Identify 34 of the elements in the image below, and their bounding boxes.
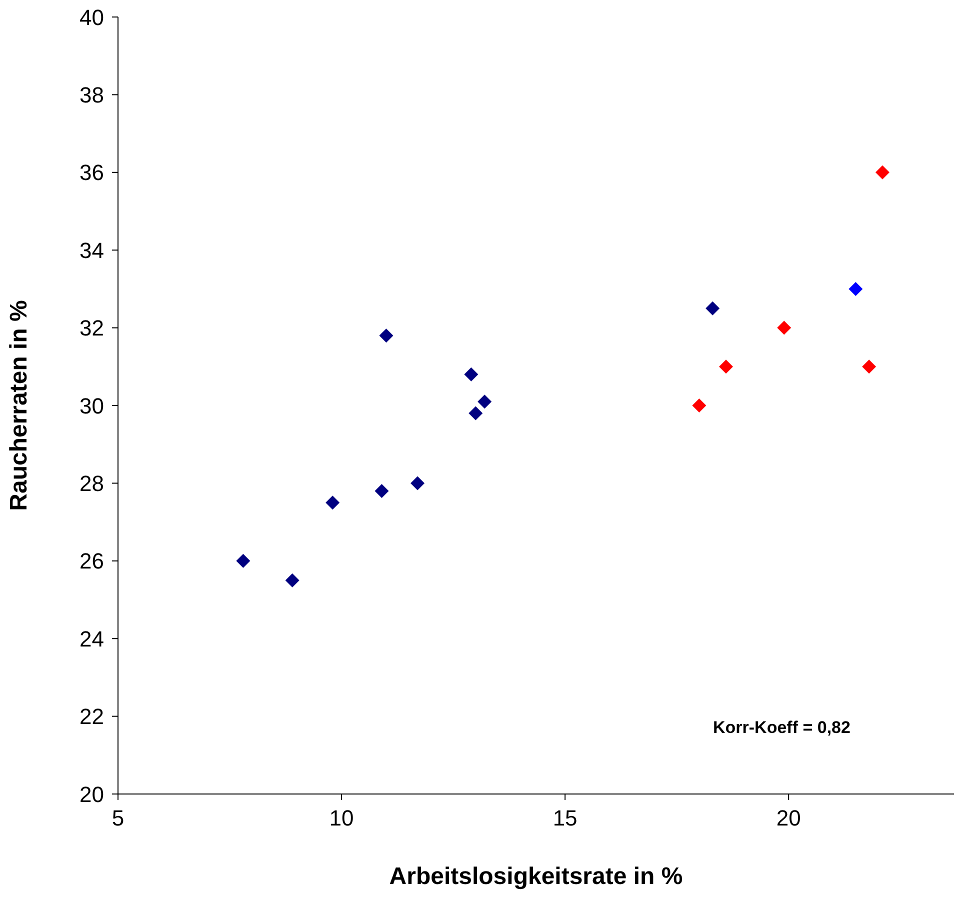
y-tick-label: 20 bbox=[80, 782, 104, 807]
point bbox=[719, 360, 733, 374]
y-tick-label: 24 bbox=[80, 626, 104, 652]
y-tick-label: 28 bbox=[80, 471, 104, 496]
annotation: Korr-Koeff = 0,82 bbox=[713, 718, 850, 738]
y-tick-label: 22 bbox=[80, 704, 104, 730]
y-tick-label: 32 bbox=[80, 316, 104, 341]
point bbox=[848, 282, 863, 296]
x-axis-title: Arbeitslosigkeitsrate in % bbox=[389, 863, 683, 890]
point bbox=[875, 165, 890, 180]
point bbox=[464, 367, 478, 382]
point bbox=[478, 394, 492, 409]
point bbox=[777, 320, 792, 335]
x-tick-label: 5 bbox=[112, 806, 124, 831]
point bbox=[692, 398, 706, 412]
x-tick-label: 15 bbox=[552, 806, 578, 831]
point bbox=[706, 301, 720, 316]
point bbox=[379, 328, 394, 343]
y-tick-label: 36 bbox=[80, 160, 104, 186]
point bbox=[468, 406, 483, 420]
y-tick-label: 34 bbox=[80, 238, 104, 263]
point bbox=[326, 496, 340, 510]
x-tick-label: 10 bbox=[329, 806, 354, 831]
y-tick-label: 26 bbox=[80, 548, 104, 574]
y-tick-label: 40 bbox=[80, 4, 104, 30]
point bbox=[374, 484, 389, 498]
point bbox=[862, 360, 876, 374]
point bbox=[285, 573, 300, 588]
point bbox=[410, 476, 425, 490]
x-tick-label: 20 bbox=[776, 806, 801, 831]
point bbox=[236, 554, 250, 568]
y-tick-label: 38 bbox=[80, 82, 104, 108]
y-axis-title: Raucherraten in % bbox=[6, 300, 33, 511]
y-tick-label: 30 bbox=[80, 393, 104, 418]
